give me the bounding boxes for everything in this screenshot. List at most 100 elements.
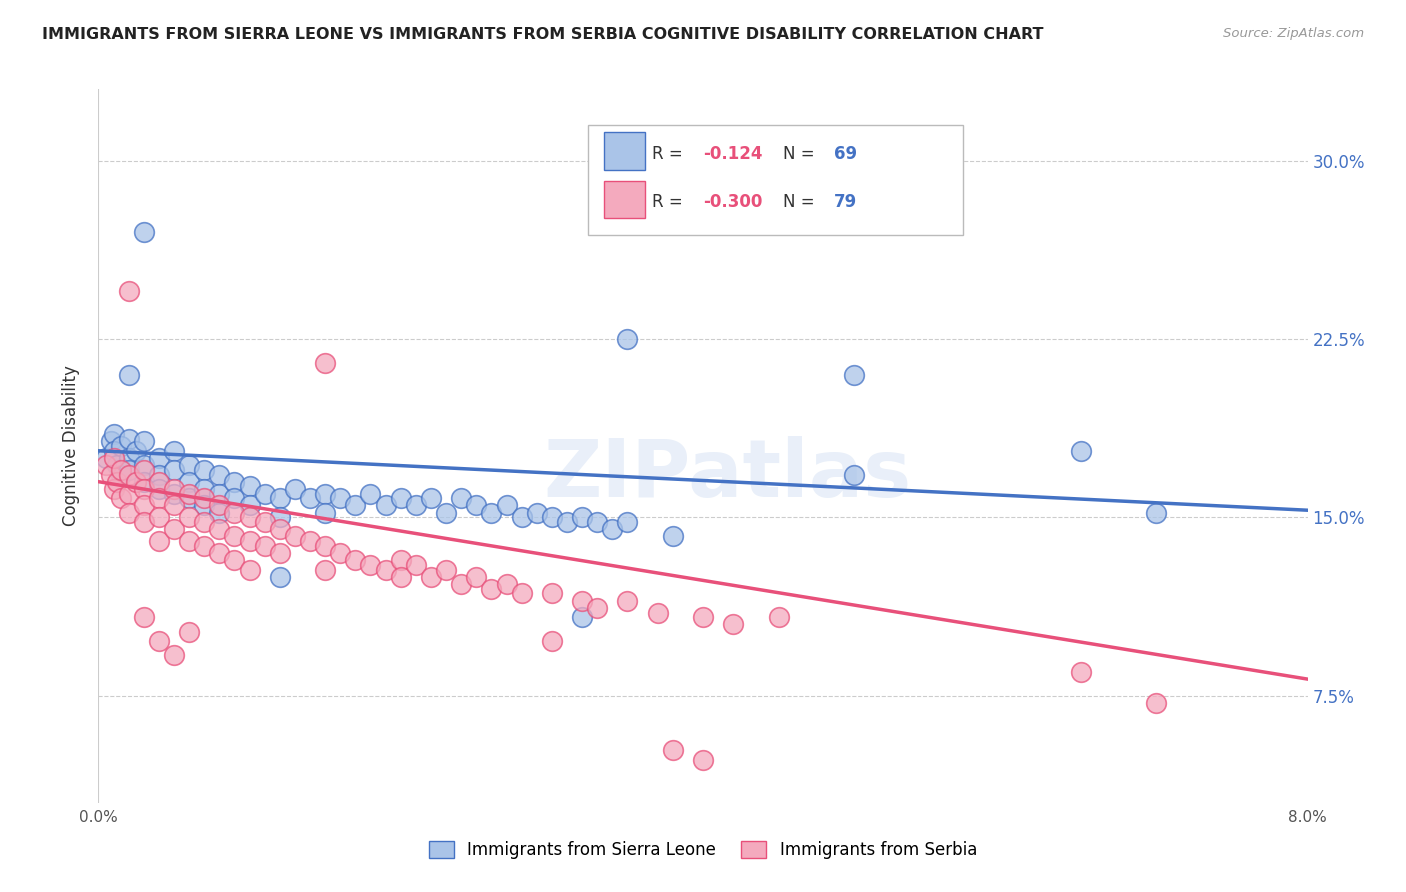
- Point: [148, 634, 170, 648]
- Point: [616, 515, 638, 529]
- Point: [148, 450, 170, 465]
- Point: [616, 332, 638, 346]
- Point: [571, 610, 593, 624]
- Point: [125, 475, 148, 489]
- Point: [103, 427, 125, 442]
- Point: [224, 491, 246, 506]
- Point: [510, 510, 533, 524]
- Point: [118, 285, 141, 299]
- Point: [844, 368, 866, 382]
- Point: [132, 499, 155, 513]
- Text: ZIPatlas: ZIPatlas: [543, 435, 911, 514]
- Point: [661, 529, 683, 543]
- Point: [360, 486, 382, 500]
- Point: [132, 225, 155, 239]
- Point: [179, 491, 201, 506]
- Point: [105, 458, 128, 472]
- Point: [602, 522, 624, 536]
- FancyBboxPatch shape: [603, 132, 645, 169]
- Point: [481, 582, 503, 596]
- Point: [224, 529, 246, 543]
- Point: [844, 467, 866, 482]
- Point: [163, 522, 186, 536]
- Point: [284, 529, 307, 543]
- Point: [434, 506, 457, 520]
- Point: [193, 515, 215, 529]
- FancyBboxPatch shape: [588, 125, 963, 235]
- Point: [148, 534, 170, 549]
- FancyBboxPatch shape: [603, 181, 645, 219]
- Point: [1070, 443, 1092, 458]
- Point: [1146, 696, 1168, 710]
- Point: [193, 539, 215, 553]
- Point: [420, 570, 443, 584]
- Point: [510, 586, 533, 600]
- Point: [163, 482, 186, 496]
- Point: [148, 510, 170, 524]
- Point: [450, 491, 472, 506]
- Point: [118, 463, 141, 477]
- Point: [118, 450, 141, 465]
- Point: [118, 432, 141, 446]
- Point: [239, 510, 262, 524]
- Text: 79: 79: [834, 194, 856, 211]
- Point: [193, 499, 215, 513]
- Point: [692, 753, 714, 767]
- Point: [208, 546, 231, 560]
- Point: [571, 593, 593, 607]
- Point: [495, 499, 517, 513]
- Point: [299, 534, 322, 549]
- Point: [118, 368, 141, 382]
- Point: [540, 634, 562, 648]
- Point: [314, 563, 336, 577]
- Point: [389, 570, 412, 584]
- Point: [495, 577, 517, 591]
- Text: -0.124: -0.124: [703, 145, 762, 163]
- Point: [163, 486, 186, 500]
- Legend: Immigrants from Sierra Leone, Immigrants from Serbia: Immigrants from Sierra Leone, Immigrants…: [422, 834, 984, 866]
- Point: [526, 506, 548, 520]
- Point: [314, 356, 336, 370]
- Point: [647, 606, 669, 620]
- Point: [405, 558, 427, 572]
- Point: [661, 743, 683, 757]
- Point: [314, 539, 336, 553]
- Point: [360, 558, 382, 572]
- Point: [179, 475, 201, 489]
- Point: [179, 534, 201, 549]
- Point: [208, 522, 231, 536]
- Point: [465, 570, 488, 584]
- Point: [103, 482, 125, 496]
- Point: [540, 586, 562, 600]
- Point: [586, 515, 609, 529]
- Point: [193, 482, 215, 496]
- Point: [163, 648, 186, 663]
- Point: [224, 506, 246, 520]
- Point: [132, 463, 155, 477]
- Point: [389, 553, 412, 567]
- Point: [179, 458, 201, 472]
- Point: [103, 450, 125, 465]
- Point: [224, 475, 246, 489]
- Point: [110, 439, 132, 453]
- Point: [434, 563, 457, 577]
- Point: [105, 475, 128, 489]
- Point: [586, 600, 609, 615]
- Point: [420, 491, 443, 506]
- Point: [269, 546, 291, 560]
- Point: [110, 463, 132, 477]
- Point: [465, 499, 488, 513]
- Point: [389, 491, 412, 506]
- Text: Source: ZipAtlas.com: Source: ZipAtlas.com: [1223, 27, 1364, 40]
- Point: [269, 522, 291, 536]
- Point: [344, 499, 367, 513]
- Point: [450, 577, 472, 591]
- Point: [224, 553, 246, 567]
- Point: [208, 467, 231, 482]
- Point: [239, 479, 262, 493]
- Point: [481, 506, 503, 520]
- Point: [163, 463, 186, 477]
- Text: 69: 69: [834, 145, 856, 163]
- Point: [94, 458, 117, 472]
- Point: [253, 486, 276, 500]
